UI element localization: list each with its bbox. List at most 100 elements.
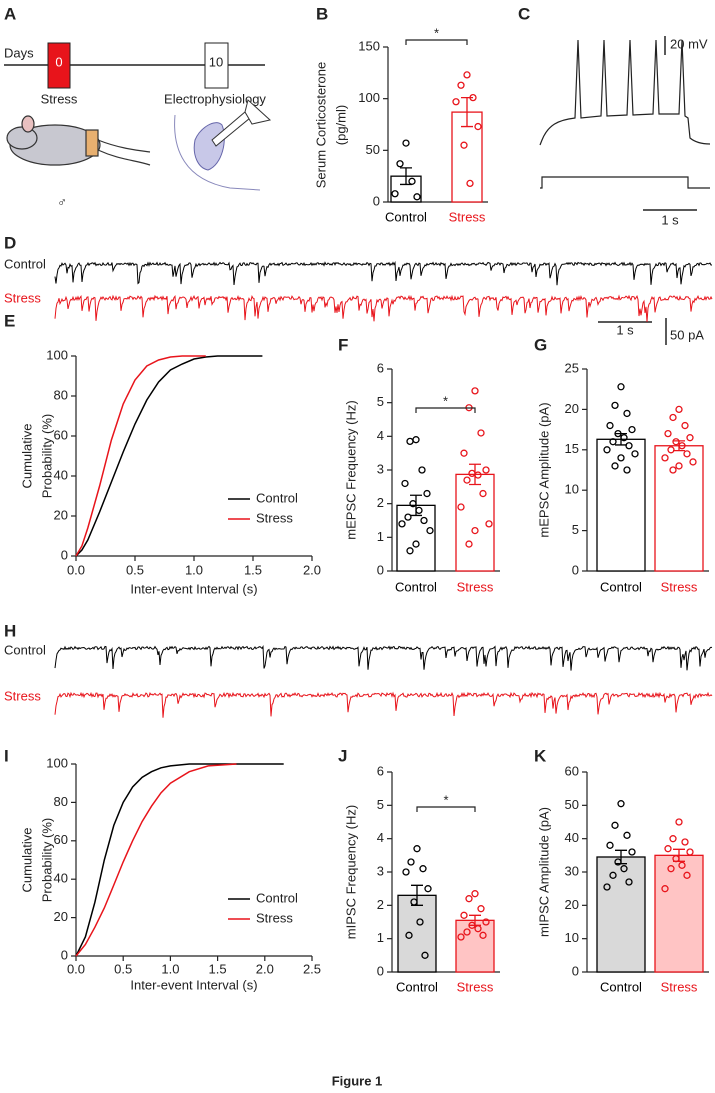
data-point <box>424 885 432 893</box>
data-point <box>628 848 636 856</box>
data-point <box>611 462 619 470</box>
trace-label: Control <box>4 642 46 657</box>
y-tick-label: 0 <box>373 193 380 208</box>
data-point <box>625 878 633 886</box>
y-tick-label: 6 <box>377 360 384 375</box>
y-tick-label: 1 <box>377 529 384 544</box>
y-tick-label: 80 <box>54 794 68 809</box>
slice-outline <box>174 114 261 191</box>
data-point <box>664 845 672 853</box>
x-tick-label: Control <box>395 579 437 594</box>
bar <box>654 445 704 572</box>
stress-label: Stress <box>41 91 78 106</box>
x-tick-label: Control <box>396 979 438 994</box>
trace-label: Control <box>4 256 46 271</box>
legend-label: Stress <box>256 910 293 925</box>
bar <box>596 438 646 572</box>
data-point <box>683 871 691 879</box>
x-axis-label: Inter-event Interval (s) <box>130 977 257 992</box>
current-step <box>540 176 710 189</box>
data-point <box>423 489 431 498</box>
x-tick-label: 0.0 <box>67 961 85 976</box>
data-point <box>402 139 410 147</box>
bar <box>397 894 437 973</box>
error-bar <box>461 96 473 128</box>
x-tick-label: 0.5 <box>126 562 144 577</box>
panel-label: K <box>534 746 547 765</box>
x-tick-label: 1.5 <box>209 961 227 976</box>
data-point <box>419 865 427 873</box>
data-point <box>620 434 628 442</box>
y-axis-label: (pg/ml) <box>333 105 348 145</box>
y-axis-label: mEPSC Frequency (Hz) <box>343 400 358 539</box>
data-point <box>667 446 675 454</box>
significance-label: * <box>434 25 439 40</box>
legend-label: Stress <box>256 510 293 525</box>
data-point <box>625 442 633 450</box>
y-tick-label: 0 <box>572 963 579 978</box>
scale-label: 1 s <box>616 322 634 337</box>
series-line <box>75 355 206 557</box>
bar <box>596 856 646 973</box>
y-tick-label: 60 <box>54 832 68 847</box>
data-point <box>457 503 465 511</box>
x-tick-label: Control <box>385 209 427 224</box>
data-point <box>460 911 468 919</box>
y-tick-label: 50 <box>366 142 380 157</box>
y-tick-label: 40 <box>54 467 68 482</box>
data-point <box>412 540 420 548</box>
day-label: 10 <box>209 54 223 69</box>
trace-label: Stress <box>4 688 41 703</box>
y-tick-label: 40 <box>565 830 579 845</box>
data-point <box>623 831 631 839</box>
y-tick-label: 1 <box>377 930 384 945</box>
data-point <box>661 885 669 893</box>
data-point <box>614 858 622 866</box>
data-point <box>479 489 487 498</box>
significance-label: * <box>443 792 448 807</box>
y-tick-label: 4 <box>377 428 384 443</box>
y-tick-label: 25 <box>565 360 579 375</box>
panel-label: D <box>4 233 16 252</box>
x-tick-label: 1.0 <box>185 562 203 577</box>
y-tick-label: 3 <box>377 863 384 878</box>
y-tick-label: 60 <box>54 427 68 442</box>
scale-label: 50 pA <box>670 327 704 342</box>
data-point <box>396 160 404 168</box>
panel-label: E <box>4 311 15 330</box>
ephys-label: Electrophysiology <box>164 91 266 106</box>
data-point <box>418 466 426 474</box>
y-tick-label: 5 <box>377 797 384 812</box>
y-axis-label: mIPSC Frequency (Hz) <box>343 805 358 939</box>
significance-label: * <box>443 393 448 408</box>
tube <box>97 139 151 153</box>
data-point <box>408 177 416 185</box>
data-point <box>416 918 424 926</box>
panel-label: A <box>4 4 16 23</box>
data-point <box>672 438 680 446</box>
x-tick-label: 1.0 <box>161 961 179 976</box>
data-point <box>628 425 636 434</box>
y-tick-label: 0 <box>61 547 68 562</box>
data-point <box>631 450 639 458</box>
data-point <box>477 429 485 437</box>
y-tick-label: 0 <box>61 947 68 962</box>
y-tick-label: 80 <box>54 387 68 402</box>
data-point <box>482 918 490 926</box>
y-tick-label: 2 <box>377 495 384 510</box>
data-point <box>620 865 628 873</box>
x-tick-label: 0.0 <box>67 562 85 577</box>
data-point <box>471 387 479 395</box>
bar <box>455 473 495 572</box>
data-point <box>675 405 683 414</box>
data-point <box>474 471 482 479</box>
panel-label: H <box>4 621 16 640</box>
data-point <box>606 421 614 430</box>
data-point <box>683 450 691 458</box>
data-point <box>468 921 476 929</box>
x-axis-label: Inter-event Interval (s) <box>130 581 257 596</box>
data-point <box>623 409 631 418</box>
y-tick-label: 100 <box>46 347 68 362</box>
scale-label: 1 s <box>661 212 679 227</box>
